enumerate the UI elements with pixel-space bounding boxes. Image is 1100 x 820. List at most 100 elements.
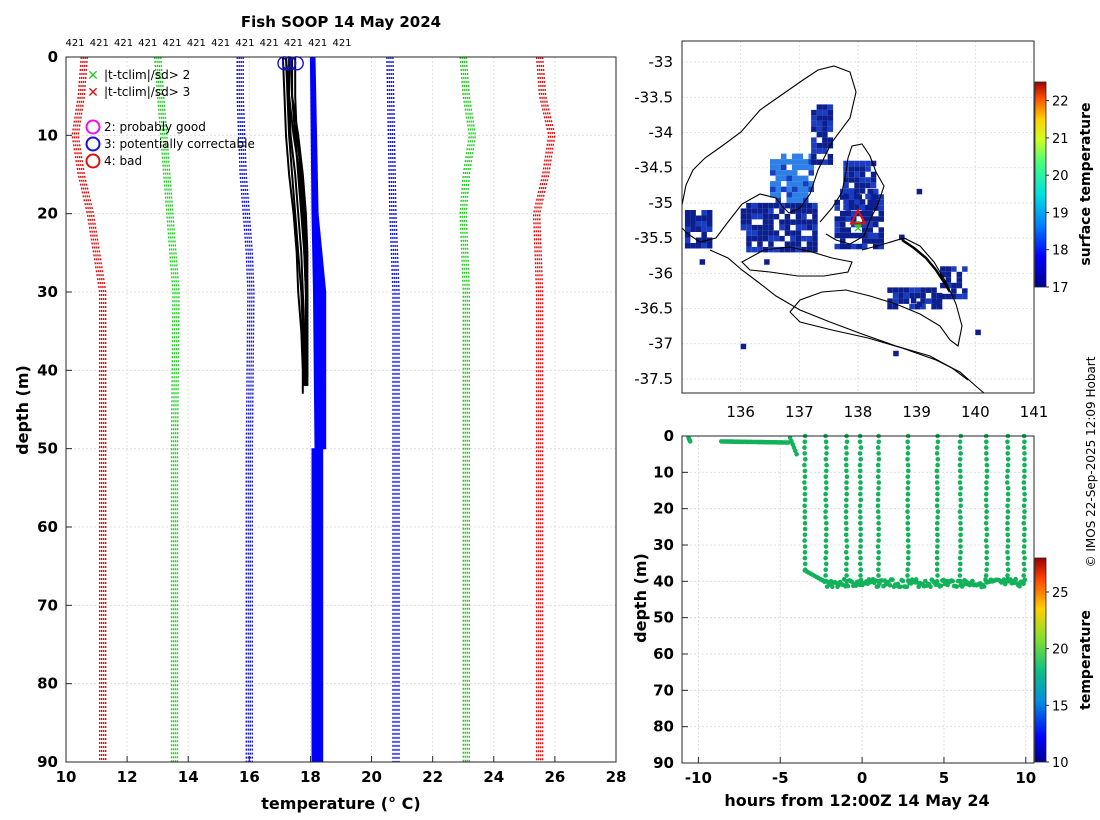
- climatology-line: [461, 56, 473, 762]
- track-point: [984, 550, 990, 555]
- sst-map: ✕ 136 137 138 139 140 141 -33 -33.5 -34 -34.5 -35…: [634, 40, 1094, 421]
- legend-label: 3: potentially correctable: [104, 137, 255, 151]
- sst-pixel: [840, 238, 846, 244]
- track-point: [844, 544, 850, 549]
- sst-pixel: [862, 216, 868, 222]
- sst-pixel: [701, 210, 707, 216]
- sst-pixel: [854, 171, 860, 178]
- track-point: [875, 474, 881, 480]
- track-x-label: hours from 12:00Z 14 May 24: [724, 791, 989, 810]
- sst-pixel: [806, 208, 813, 214]
- sst-pixel: [945, 271, 952, 278]
- sst-pixel: [931, 298, 937, 304]
- sst-pixel: [862, 227, 868, 233]
- track-point: [958, 515, 963, 520]
- track-point: [935, 515, 940, 520]
- y-tick-label: -36: [649, 264, 674, 282]
- track-point: [844, 567, 849, 572]
- sst-pixel: [768, 219, 774, 225]
- track-point: [906, 544, 911, 549]
- climatology-line: [238, 57, 251, 762]
- track-point: [858, 567, 864, 572]
- track-point: [858, 445, 864, 450]
- track-point: [823, 509, 828, 514]
- sst-pixel: [898, 287, 904, 293]
- legend-label: |t-tclim|/sd> 2: [104, 68, 190, 82]
- sst-pixel: [751, 208, 758, 214]
- track-point: [1013, 576, 1018, 582]
- sst-pixel: [843, 160, 849, 167]
- sst-pixel: [854, 160, 860, 167]
- sst-pixel: [746, 235, 752, 242]
- track-point: [857, 550, 863, 555]
- track-point: [844, 468, 849, 474]
- track-point: [958, 503, 963, 509]
- top-count-label: 421: [235, 38, 254, 49]
- colorbar-tick-label: 25: [1052, 586, 1069, 601]
- track-point: [906, 468, 911, 474]
- climatology-line: [465, 56, 477, 762]
- track-point: [984, 503, 989, 509]
- sst-pixel: [762, 235, 769, 242]
- track-point: [958, 520, 963, 526]
- sst-pixel: [751, 202, 758, 209]
- track-point: [857, 474, 863, 480]
- sst-pixel: [684, 243, 691, 249]
- sst-pixel: [792, 192, 798, 198]
- track-point: [824, 520, 829, 526]
- x-tick-label: 26: [544, 768, 565, 786]
- sst-pixel: [684, 215, 691, 221]
- track-point: [984, 439, 989, 445]
- sst-pixel: [786, 175, 792, 182]
- track-point: [843, 509, 849, 514]
- track-point: [844, 462, 849, 468]
- profile-x-label: temperature (° C): [261, 794, 420, 813]
- sst-pixel: [892, 287, 899, 293]
- track-point: [905, 526, 911, 532]
- sst-pixel: [867, 221, 873, 228]
- sst-pixel: [784, 246, 791, 253]
- sst-pixel: [845, 216, 851, 222]
- track-x-ticks: -10 -5 0 5 10: [685, 757, 1036, 787]
- sst-pixel: [775, 175, 781, 182]
- track-point: [1021, 573, 1026, 578]
- sst-pixel: [786, 186, 792, 193]
- sst-pixel: [867, 238, 873, 244]
- sst-pixel: [811, 120, 817, 127]
- climatology-line: [538, 56, 556, 762]
- y-tick-label: 20: [653, 500, 674, 518]
- sst-pixel: [870, 193, 877, 200]
- legend-item: ✕ |t-tclim|/sd> 3: [87, 85, 190, 101]
- track-point: [802, 567, 808, 572]
- track-point: [1005, 509, 1011, 514]
- sst-pixel: [962, 288, 968, 294]
- track-point: [858, 544, 863, 549]
- sst-pixel: [827, 109, 834, 116]
- track-point: [1021, 503, 1027, 509]
- sst-pixel: [746, 230, 752, 236]
- track-point: [858, 526, 863, 532]
- sst-pixel: [690, 221, 696, 227]
- sst-pixel: [790, 202, 796, 209]
- track-point: [876, 561, 881, 567]
- x-tick-label: 28: [606, 768, 627, 786]
- sst-pixel: [816, 126, 823, 132]
- sst-pixel: [695, 243, 702, 249]
- y-tick-label: 30: [653, 536, 674, 554]
- track-point: [858, 532, 863, 538]
- sst-patch: [770, 153, 814, 204]
- track-point: [802, 445, 807, 450]
- track-point: [876, 515, 881, 520]
- sst-pixel: [822, 137, 828, 143]
- climatology-line: [242, 57, 255, 762]
- sst-pixel: [779, 208, 785, 214]
- sst-pixel: [795, 246, 802, 253]
- sst-pixel: [775, 170, 781, 176]
- y-tick-label: 90: [653, 754, 674, 772]
- sst-pixel: [701, 215, 707, 221]
- track-point: [1022, 491, 1027, 497]
- sst-pixel: [690, 215, 696, 221]
- track-point: [984, 462, 990, 468]
- track-point: [934, 567, 940, 572]
- sst-pixel: [843, 193, 849, 200]
